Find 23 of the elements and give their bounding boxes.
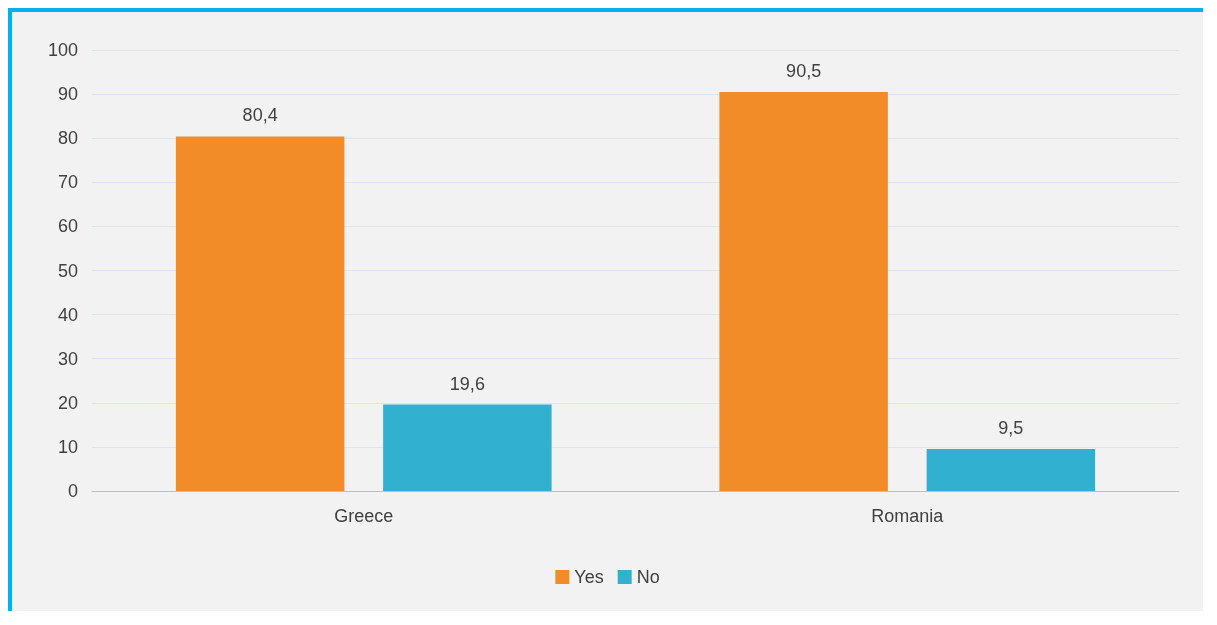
x-tick-label: Greece (334, 506, 394, 526)
y-tick-label: 30 (57, 348, 78, 369)
bar (175, 136, 345, 491)
y-tick-label: 60 (57, 216, 78, 237)
bar (383, 404, 552, 491)
legend-label: Yes (574, 567, 604, 587)
y-tick-label: 90 (57, 84, 78, 105)
y-tick-label: 80 (57, 128, 78, 149)
y-tick-label: 70 (57, 172, 78, 193)
data-label: 9,5 (998, 418, 1024, 439)
data-label: 19,6 (449, 373, 485, 394)
bar (926, 449, 1096, 491)
data-label: 90,5 (786, 60, 822, 81)
y-tick-label: 0 (67, 481, 78, 501)
x-tick-label: Romania (871, 506, 945, 526)
y-tick-label: 100 (47, 40, 78, 60)
y-tick-label: 10 (57, 436, 78, 457)
y-tick-label: 50 (57, 260, 78, 281)
bar (719, 91, 888, 491)
legend-label: No (636, 567, 660, 587)
y-tick-label: 20 (57, 392, 78, 413)
data-label: 80,4 (242, 105, 278, 126)
y-tick-label: 40 (57, 304, 78, 325)
